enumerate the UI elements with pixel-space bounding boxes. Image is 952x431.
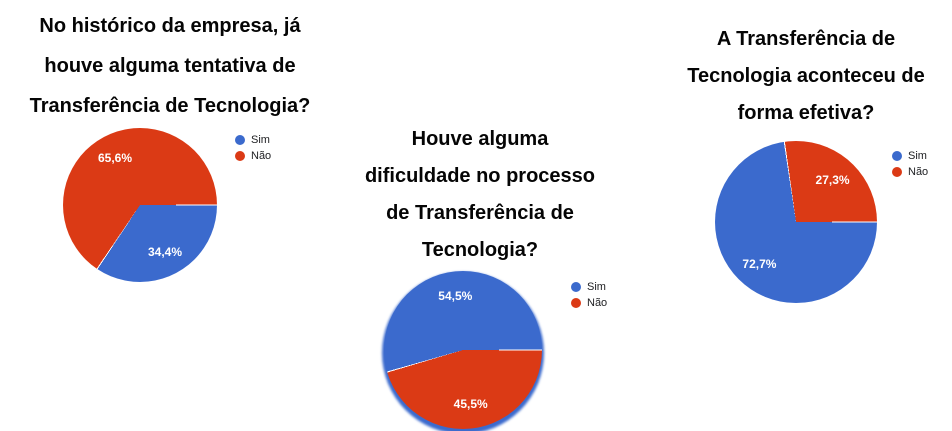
legend-label-sim: Sim <box>587 281 606 293</box>
slice-value-sim: 72,7% <box>742 257 777 272</box>
pie-graphic <box>63 128 217 282</box>
slice-value-sim: 34,4% <box>147 244 183 259</box>
pie-chart: 72,7% 27,3% <box>715 141 877 303</box>
legend-dot-sim-icon <box>892 151 902 161</box>
legend-dot-nao-icon <box>892 167 902 177</box>
legend-dot-sim-icon <box>571 282 581 292</box>
chart-title: No histórico da empresa, já houve alguma… <box>29 15 311 117</box>
legend: Sim Não <box>892 148 928 180</box>
pie-chart: 54,5% 45,5% <box>384 271 542 429</box>
legend-label-nao: Não <box>587 297 608 309</box>
legend-item-sim: Sim <box>892 148 928 164</box>
slice-value-sim: 54,5% <box>438 289 473 304</box>
legend-item-nao: Não <box>235 148 271 164</box>
legend-item-sim: Sim <box>571 279 607 295</box>
slice-value-nao: 45,5% <box>453 396 488 411</box>
legend-dot-nao-icon <box>571 298 581 308</box>
pie-graphic <box>715 141 877 303</box>
legend-item-nao: Não <box>571 295 607 311</box>
legend: Sim Não <box>235 132 271 164</box>
legend-item-sim: Sim <box>235 132 271 148</box>
legend-label-sim: Sim <box>908 150 927 162</box>
chart-title: A Transferência de Tecnologia aconteceu … <box>687 28 925 124</box>
legend-label-nao: Não <box>251 150 272 162</box>
legend-dot-nao-icon <box>235 151 245 161</box>
pie-graphic <box>384 271 542 429</box>
legend-label-nao: Não <box>908 166 929 178</box>
legend-item-nao: Não <box>892 164 928 180</box>
slice-value-nao: 65,6% <box>97 151 132 166</box>
legend-label-sim: Sim <box>251 134 270 146</box>
pie-chart: 34,4% 65,6% <box>63 128 217 282</box>
chart-title: Houve alguma dificuldade no processo de … <box>364 128 596 261</box>
legend: Sim Não <box>571 279 607 311</box>
slice-value-nao: 27,3% <box>815 172 850 187</box>
legend-dot-sim-icon <box>235 135 245 145</box>
